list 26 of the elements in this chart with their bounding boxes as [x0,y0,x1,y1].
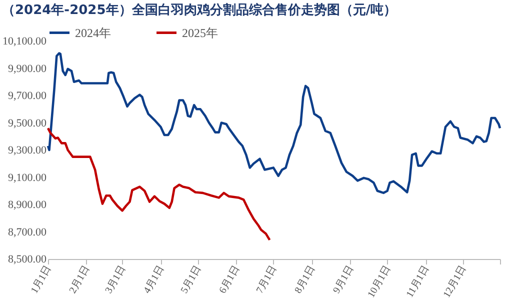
y-tick-label: 9,900.00 [8,62,47,75]
y-tick-label: 9,700.00 [8,90,47,102]
x-tick-label: 5月1日 [179,264,204,296]
y-tick-label: 9,300.00 [8,144,47,156]
y-tick-label: 10,100.00 [2,36,47,48]
x-tick-label: 6月1日 [217,264,242,296]
legend-label: 2024年 [75,26,111,40]
x-tick-label: 3月1日 [103,264,128,296]
chart-title: （2024年-2025年）全国白羽肉鸡分割品综合售价走势图（元/吨） [2,2,397,18]
y-tick-label: 9,500.00 [8,117,47,130]
x-tick-label: 7月1日 [254,264,280,296]
x-tick-label: 9月1日 [331,264,356,296]
x-tick-label: 4月1日 [142,264,166,296]
y-tick-label: 8,700.00 [8,226,47,238]
x-tick-label: 1月1日 [29,264,54,296]
x-tick-label: 10月1日 [366,264,394,300]
y-tick-label: 8,500.00 [8,254,47,266]
y-tick-label: 8,900.00 [8,199,47,211]
legend-label: 2025年 [182,26,218,40]
x-tick-label: 12月1日 [442,264,469,300]
line-series [46,52,502,194]
x-tick-label: 2月1日 [68,264,92,296]
y-tick-label: 9,100.00 [8,172,47,184]
x-tick-label: 11月1日 [404,264,432,300]
x-tick-label: 8月1日 [292,264,318,296]
line-series [46,127,271,242]
